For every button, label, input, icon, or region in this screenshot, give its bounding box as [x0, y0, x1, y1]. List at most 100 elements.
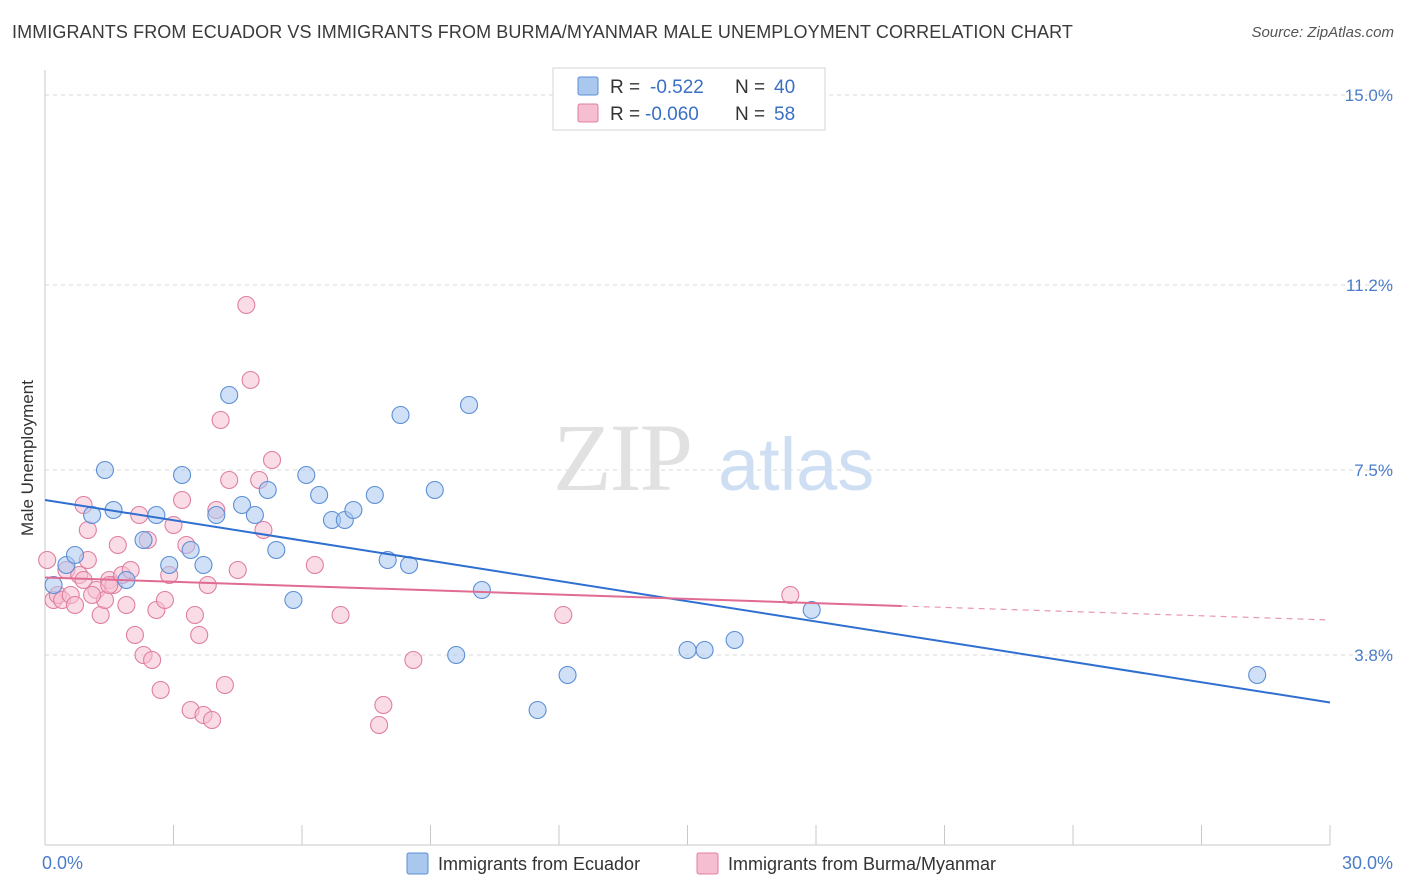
- burma-point: [125, 625, 144, 645]
- bottom-legend-swatch-burma: [696, 852, 719, 875]
- burma-point: [215, 675, 234, 695]
- ecuador-point: [391, 405, 410, 425]
- burma-point: [78, 520, 97, 540]
- bottom-legend: Immigrants from Ecuador Immigrants from …: [406, 852, 996, 875]
- legend-r-label-ecuador: R =: [610, 77, 640, 98]
- ecuador-point: [267, 540, 286, 560]
- burma-point: [83, 585, 102, 605]
- burma-point: [143, 650, 162, 670]
- legend-swatch-ecuador: [577, 76, 599, 96]
- ecuador-point: [245, 505, 264, 525]
- burma-point: [173, 490, 192, 510]
- legend-r-value-ecuador: -0.522: [650, 77, 704, 98]
- burma-point: [117, 595, 136, 615]
- ecuador-point: [678, 640, 697, 660]
- y-tick-label: 7.5%: [1354, 461, 1393, 480]
- ecuador-point: [194, 555, 213, 575]
- y-tick-labels: 3.8% 7.5% 11.2% 15.0%: [1345, 86, 1393, 665]
- ecuador-point: [447, 645, 466, 665]
- ecuador-point: [95, 460, 115, 480]
- ecuador-point: [725, 630, 744, 650]
- legend-n-value-burma: 58: [774, 104, 795, 125]
- burma-point: [370, 715, 389, 735]
- ecuador-point: [528, 700, 547, 720]
- burma-point: [91, 605, 110, 625]
- burma-point: [203, 710, 222, 730]
- burma-point: [331, 605, 350, 625]
- burma-point: [151, 680, 170, 700]
- ecuador-point: [344, 500, 363, 520]
- ecuador-point: [173, 465, 192, 485]
- ecuador-point: [310, 485, 329, 505]
- burma-point: [374, 695, 393, 715]
- burma-point: [108, 535, 127, 555]
- legend-n-value-ecuador: 40: [774, 77, 795, 98]
- burma-point: [65, 595, 85, 615]
- legend-swatch-burma: [577, 103, 599, 123]
- watermark: ZIP atlas: [553, 404, 874, 511]
- ecuador-point: [134, 530, 153, 550]
- legend-r-label-burma: R =: [610, 104, 640, 125]
- ecuador-point: [232, 495, 252, 515]
- burma-point: [190, 625, 209, 645]
- trend-line-ecuador: [44, 499, 1331, 704]
- ecuador-point: [284, 590, 303, 610]
- series-ecuador-points: [44, 385, 1267, 720]
- bottom-legend-label-burma: Immigrants from Burma/Myanmar: [728, 854, 996, 874]
- burma-point: [38, 550, 57, 570]
- source-label: Source: ZipAtlas.com: [1251, 24, 1394, 41]
- chart-title: IMMIGRANTS FROM ECUADOR VS IMMIGRANTS FR…: [12, 22, 1073, 42]
- ecuador-point: [220, 385, 239, 405]
- legend-n-label-ecuador: N =: [735, 77, 765, 98]
- trend-lines: [44, 499, 1331, 704]
- burma-point: [198, 575, 217, 595]
- trend-line-burma: [44, 576, 902, 607]
- legend-n-label-burma: N =: [735, 104, 765, 125]
- x-ticks: [44, 825, 1331, 845]
- y-tick-label: 3.8%: [1354, 646, 1393, 665]
- ecuador-point: [1248, 665, 1267, 685]
- ecuador-point: [181, 540, 200, 560]
- grid-lines: [45, 94, 1393, 656]
- watermark-zip: ZIP: [553, 404, 691, 511]
- trend-line-burma-extension: [901, 605, 1331, 621]
- burma-point: [155, 590, 174, 610]
- ecuador-point: [147, 505, 166, 525]
- burma-point: [305, 555, 324, 575]
- legend-r-value-burma: -0.060: [645, 104, 699, 125]
- ecuador-point: [297, 465, 316, 485]
- ecuador-point: [802, 600, 821, 620]
- y-axis-label: Male Unemployment: [18, 380, 37, 536]
- series-burma-points: [38, 295, 800, 735]
- ecuador-point: [258, 480, 277, 500]
- ecuador-point: [425, 480, 444, 500]
- burma-point: [185, 605, 204, 625]
- legend: R = -0.522 N = 40 R = -0.060 N = 58: [552, 67, 826, 131]
- bottom-legend-label-ecuador: Immigrants from Ecuador: [438, 854, 640, 874]
- x-tick-label-max: 30.0%: [1342, 853, 1393, 873]
- ecuador-point: [558, 665, 577, 685]
- burma-point: [211, 410, 230, 430]
- ecuador-point: [695, 640, 714, 660]
- x-tick-label-min: 0.0%: [42, 853, 83, 873]
- burma-point: [404, 650, 423, 670]
- ecuador-point: [459, 395, 479, 415]
- ecuador-point: [472, 580, 491, 600]
- y-tick-label: 15.0%: [1345, 86, 1393, 105]
- burma-point: [554, 605, 573, 625]
- ecuador-point: [65, 545, 85, 565]
- y-tick-label: 11.2%: [1346, 276, 1393, 295]
- burma-point: [237, 295, 256, 315]
- bottom-legend-swatch-ecuador: [406, 852, 429, 875]
- burma-point: [220, 470, 239, 490]
- ecuador-point: [365, 485, 384, 505]
- ecuador-point: [44, 575, 63, 595]
- watermark-atlas: atlas: [718, 423, 874, 506]
- burma-point: [228, 560, 247, 580]
- burma-point: [781, 585, 800, 605]
- burma-point: [262, 450, 282, 470]
- burma-point: [241, 370, 260, 390]
- ecuador-point: [160, 555, 179, 575]
- ecuador-point: [378, 550, 397, 570]
